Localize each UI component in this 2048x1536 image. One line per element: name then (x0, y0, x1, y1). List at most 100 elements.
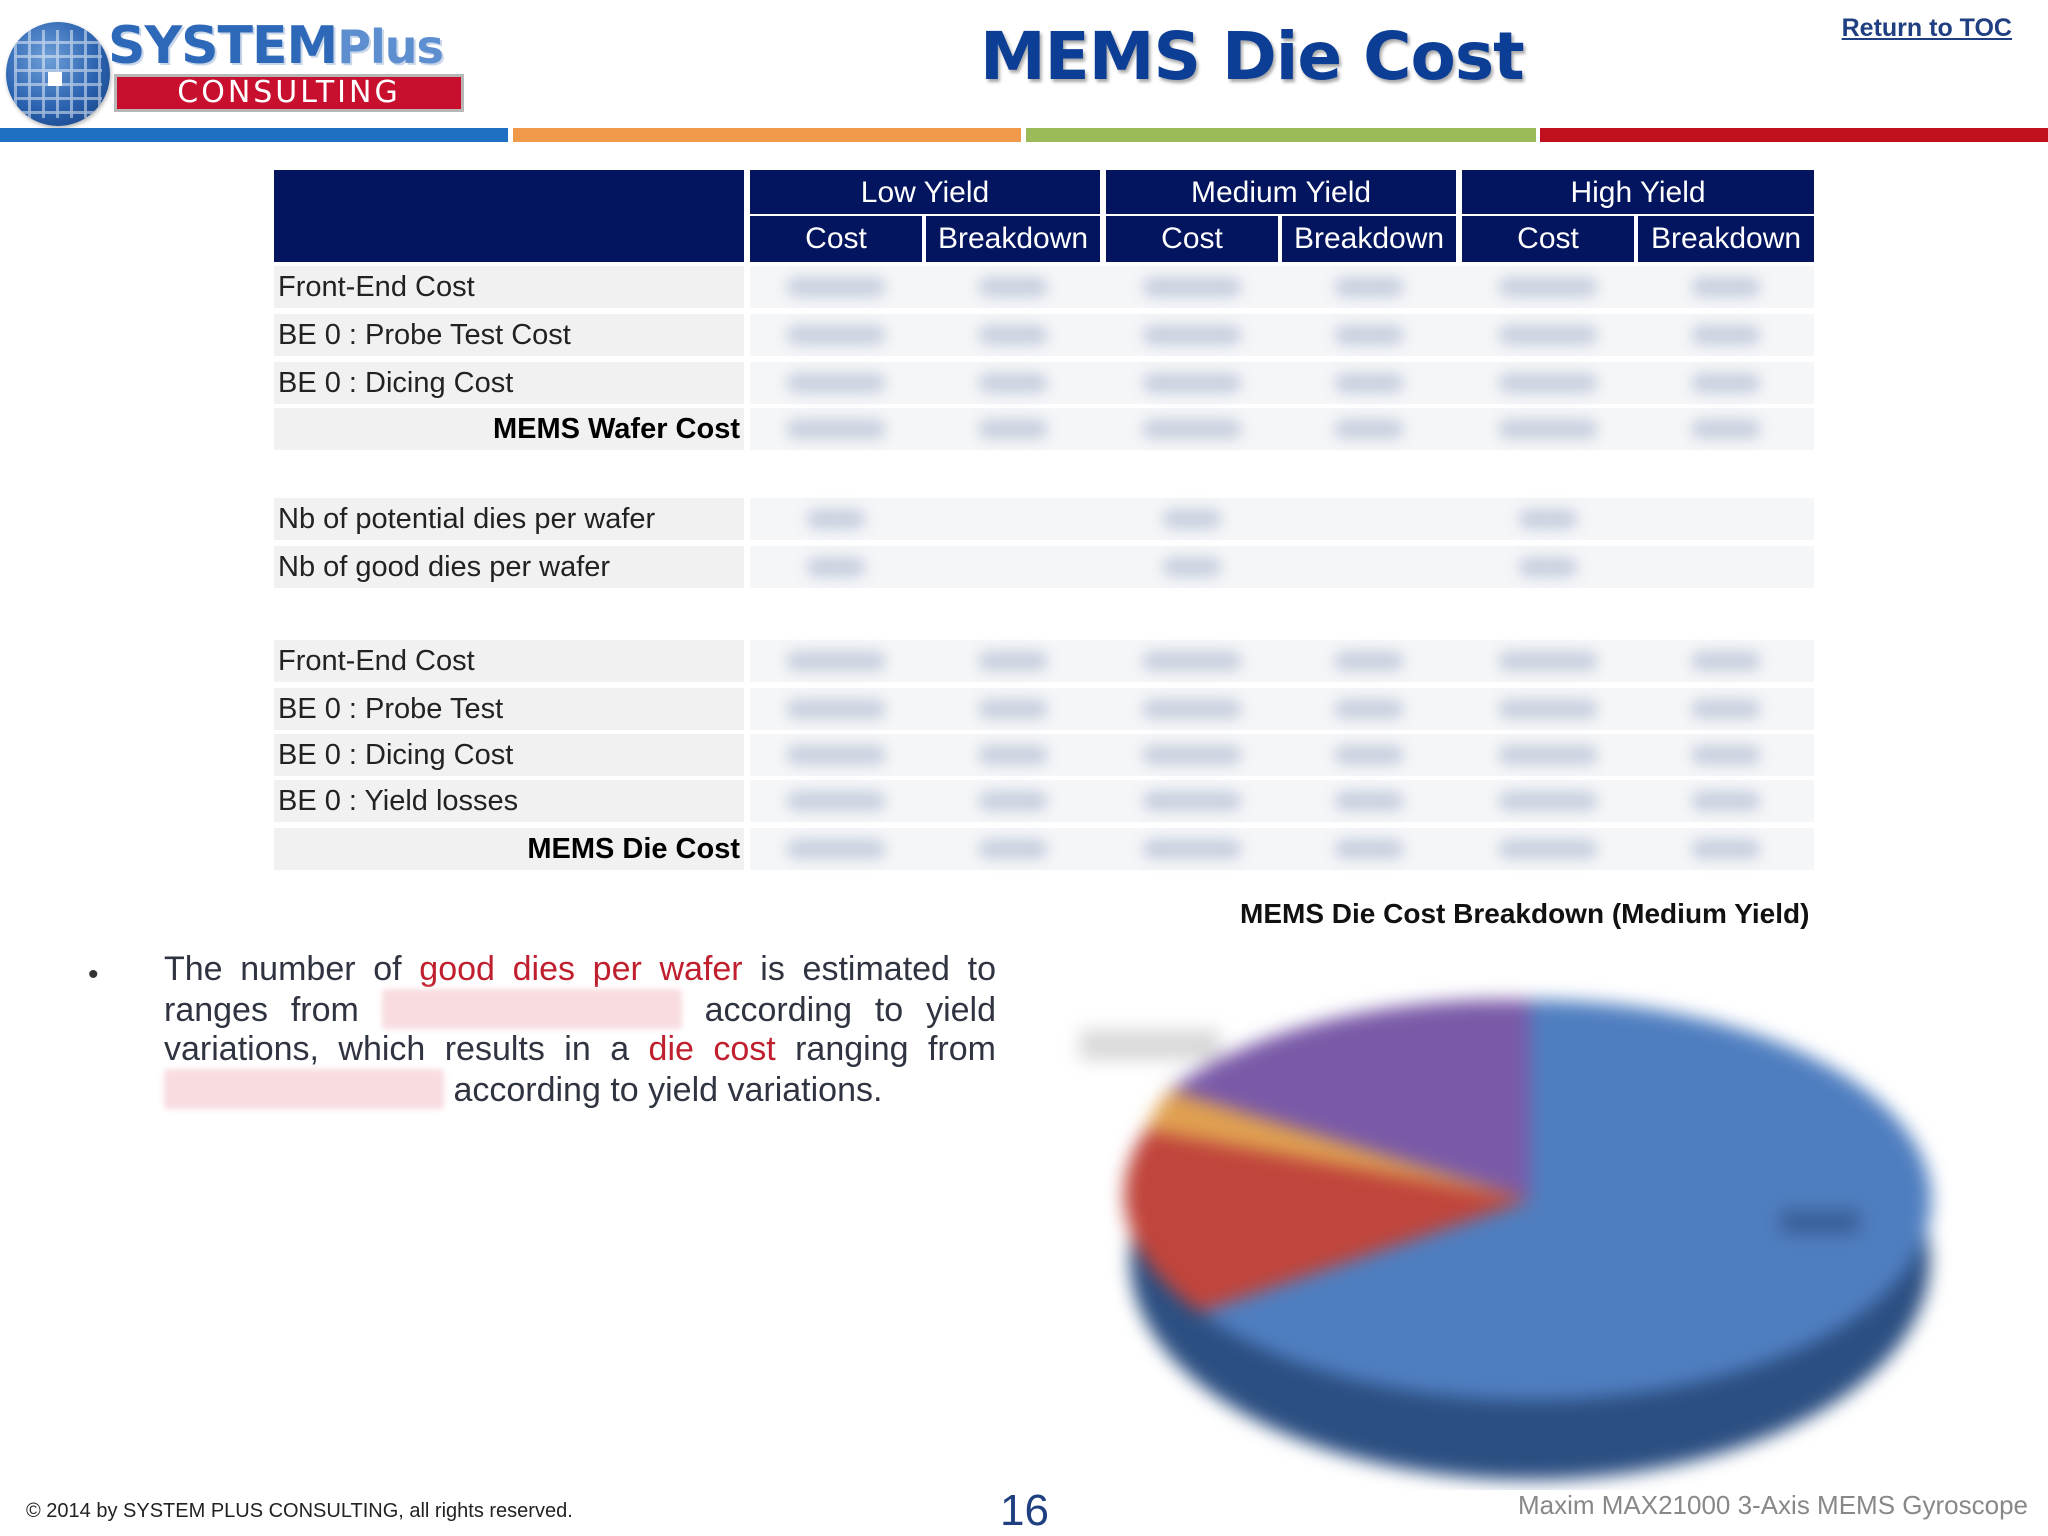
logo-text-plus: Plus (337, 20, 444, 74)
subheader-breakdown: Breakdown (1282, 216, 1456, 262)
redacted-cell (1334, 373, 1404, 393)
redacted-cell (1334, 419, 1404, 439)
redacted-cell (978, 373, 1048, 393)
logo-text-system: SYSTEMPlus (108, 16, 444, 76)
redacted-cell (1498, 419, 1598, 439)
redacted-cell (1691, 839, 1761, 859)
redacted-cell (1691, 651, 1761, 671)
subheader-cost: Cost (1462, 216, 1634, 262)
bullet-icon: • (88, 958, 99, 991)
redacted-row (750, 734, 1814, 776)
redacted-cell (786, 373, 886, 393)
redacted-cell (978, 745, 1048, 765)
redacted-range-dies (381, 989, 682, 1029)
header-high-yield: High Yield (1462, 170, 1814, 214)
redacted-cell (978, 699, 1048, 719)
row-label-mems-die-cost: MEMS Die Cost (274, 828, 744, 870)
redacted-cell (1498, 745, 1598, 765)
subheader-cost: Cost (750, 216, 922, 262)
redacted-cell (1162, 557, 1222, 577)
redacted-cell (1142, 839, 1242, 859)
redacted-cell (1334, 699, 1404, 719)
row-label-potential-dies: Nb of potential dies per wafer (274, 498, 744, 540)
redacted-cell (978, 277, 1048, 297)
redacted-cell (1691, 373, 1761, 393)
redacted-cell (978, 325, 1048, 345)
redacted-cell (1162, 509, 1222, 529)
redacted-row (750, 546, 1814, 588)
text: according to yield variations, which res… (164, 991, 997, 1068)
redacted-cell (1498, 839, 1598, 859)
pie-slice-orange (1146, 1090, 1530, 1200)
pie-label-blob (1780, 1210, 1860, 1234)
redacted-cell (1498, 699, 1598, 719)
redacted-cell (1518, 557, 1578, 577)
pie-label-blob (1080, 1030, 1220, 1060)
redacted-cell (1691, 745, 1761, 765)
redacted-cell (1142, 651, 1242, 671)
copyright-text: © 2014 by SYSTEM PLUS CONSULTING, all ri… (26, 1500, 573, 1522)
subheader-cost: Cost (1106, 216, 1278, 262)
redacted-row (750, 266, 1814, 308)
header-bar-red (1540, 128, 2048, 142)
row-label-yield-losses: BE 0 : Yield losses (274, 780, 744, 822)
redacted-cell (1498, 651, 1598, 671)
header-bar-orange (513, 128, 1021, 142)
globe-logo-icon (6, 22, 110, 126)
text: The number of (164, 950, 420, 988)
redacted-cell (1691, 419, 1761, 439)
redacted-cell (786, 325, 886, 345)
redacted-cell (1334, 745, 1404, 765)
redacted-cell (786, 791, 886, 811)
text: ranging from (775, 1030, 996, 1068)
redacted-cell (1691, 325, 1761, 345)
row-label-dicing-cost-die: BE 0 : Dicing Cost (274, 734, 744, 776)
redacted-cell (1691, 791, 1761, 811)
redacted-cell (786, 745, 886, 765)
redacted-cell (786, 699, 886, 719)
text: according to yield variations. (444, 1071, 883, 1109)
redacted-row (750, 828, 1814, 870)
row-label-probe-test-cost: BE 0 : Probe Test Cost (274, 314, 744, 356)
redacted-cell (1334, 839, 1404, 859)
page-number: 16 (1000, 1486, 1049, 1535)
redacted-row (750, 314, 1814, 356)
redacted-cell (1142, 745, 1242, 765)
pie-slice-blue (1200, 999, 1932, 1400)
header-medium-yield: Medium Yield (1106, 170, 1456, 214)
header-bar-green (1026, 128, 1536, 142)
chart-title: MEMS Die Cost Breakdown (Medium Yield) (1240, 898, 1810, 929)
row-label-mems-wafer-cost: MEMS Wafer Cost (274, 408, 744, 450)
redacted-cell (1334, 651, 1404, 671)
redacted-cell (1142, 325, 1242, 345)
redacted-row (750, 408, 1814, 450)
redacted-range-cost (164, 1069, 444, 1109)
pie-slice-red (1124, 1130, 1530, 1312)
pie-slice-purple (1170, 999, 1530, 1200)
page-title: MEMS Die Cost (980, 18, 1525, 95)
redacted-row (750, 362, 1814, 404)
redacted-cell (1691, 699, 1761, 719)
row-label-probe-test: BE 0 : Probe Test (274, 688, 744, 730)
logo-text-consulting: CONSULTING (114, 74, 464, 112)
redacted-cell (786, 277, 886, 297)
redacted-cell (1334, 325, 1404, 345)
redacted-cell (806, 509, 866, 529)
redacted-cell (786, 839, 886, 859)
redacted-row (750, 688, 1814, 730)
system-plus-logo: SYSTEMPlus CONSULTING (6, 16, 476, 126)
summary-paragraph: The number of good dies per wafer is est… (164, 950, 996, 1110)
subheader-breakdown: Breakdown (1638, 216, 1814, 262)
redacted-cell (1498, 373, 1598, 393)
redacted-cell (1142, 791, 1242, 811)
row-label-dicing-cost: BE 0 : Dicing Cost (274, 362, 744, 404)
redacted-row (750, 780, 1814, 822)
redacted-cell (978, 791, 1048, 811)
redacted-row (750, 498, 1814, 540)
redacted-cell (978, 651, 1048, 671)
redacted-cell (1498, 791, 1598, 811)
return-to-toc-link[interactable]: Return to TOC (1841, 14, 2012, 42)
redacted-cell (1498, 325, 1598, 345)
text: is estimated to ranges from (164, 950, 996, 1029)
redacted-cell (1142, 373, 1242, 393)
